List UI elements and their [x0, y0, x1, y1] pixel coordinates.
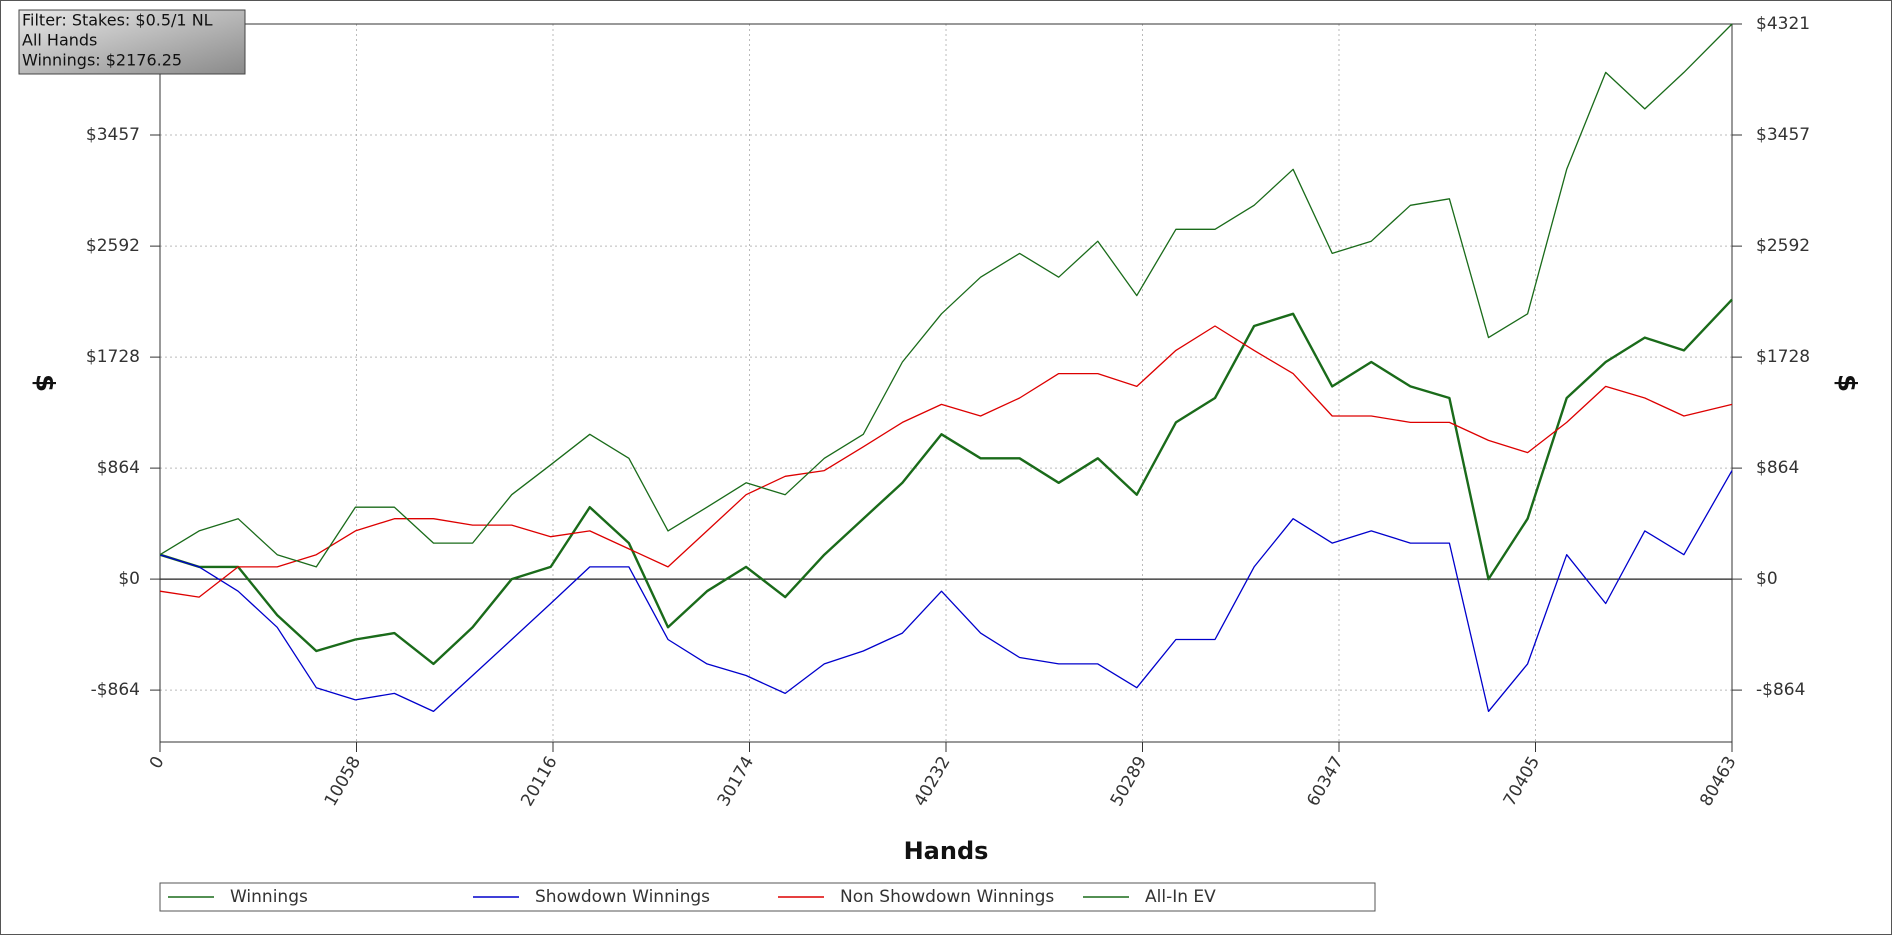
y-tick-label: -$864 [91, 680, 140, 700]
series-line [159, 470, 1733, 713]
y-tick-label: $3457 [86, 125, 140, 145]
legend-box [159, 882, 1376, 912]
y-axis-label-right: $ [1832, 374, 1862, 392]
y-tick-label-right: $0 [1756, 569, 1778, 589]
y-tick-label-right: $4321 [1756, 14, 1810, 34]
annotation-box [18, 9, 246, 75]
annotation-text: Winnings: $2176.25 [22, 51, 182, 70]
y-tick-label-right: $2592 [1756, 236, 1810, 256]
plot-frame [159, 23, 1733, 743]
annotation-text: Filter: Stakes: $0.5/1 NL [22, 11, 213, 30]
legend-label: All-In EV [1145, 887, 1216, 907]
y-tick-label-right: $3457 [1756, 125, 1810, 145]
y-tick-label-right: -$864 [1756, 680, 1805, 700]
y-tick-label: $2592 [86, 236, 140, 256]
annotation-text: All Hands [22, 31, 97, 50]
y-axis-label: $ [30, 374, 60, 392]
y-tick-label-right: $1728 [1756, 347, 1810, 367]
y-tick-label: $1728 [86, 347, 140, 367]
y-tick-label-right: $864 [1756, 458, 1799, 478]
y-tick-label: $0 [118, 569, 140, 589]
legend-label: Non Showdown Winnings [840, 887, 1054, 907]
series-line [159, 298, 1733, 666]
series-line [159, 325, 1733, 598]
legend-label: Winnings [230, 887, 308, 907]
x-axis-label: Hands [904, 837, 989, 865]
y-tick-label: $864 [97, 458, 140, 478]
series-line [159, 23, 1733, 568]
legend-label: Showdown Winnings [535, 887, 710, 907]
